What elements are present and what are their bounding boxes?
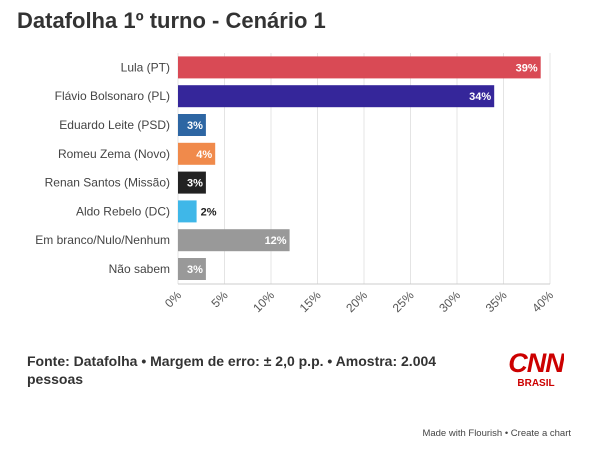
category-label: Em branco/Nulo/Nenhum xyxy=(35,233,170,247)
bar xyxy=(178,171,206,194)
bar xyxy=(178,229,290,252)
x-tick-label: 25% xyxy=(390,288,417,315)
x-tick-label: 20% xyxy=(343,288,370,315)
category-label: Aldo Rebelo (DC) xyxy=(76,204,170,218)
x-tick-label: 0% xyxy=(162,288,184,310)
x-tick-label: 40% xyxy=(529,288,556,315)
category-label: Flávio Bolsonaro (PL) xyxy=(55,89,170,103)
source-note: Fonte: Datafolha • Margem de erro: ± 2,0… xyxy=(27,353,437,387)
bar xyxy=(178,85,495,108)
category-label: Eduardo Leite (PSD) xyxy=(59,118,170,132)
x-tick-label: 15% xyxy=(297,288,324,315)
credit-separator: • xyxy=(502,428,511,439)
data-label: 4% xyxy=(196,149,212,161)
category-label: Renan Santos (Missão) xyxy=(45,176,170,190)
category-label: Lula (PT) xyxy=(121,60,170,74)
x-tick-label: 35% xyxy=(483,288,510,315)
bar xyxy=(178,258,206,280)
bar xyxy=(178,142,216,165)
bar xyxy=(178,56,541,79)
data-label: 3% xyxy=(187,120,203,132)
data-label: 2% xyxy=(201,206,217,218)
made-with-flourish-link[interactable]: Made with Flourish xyxy=(422,428,503,439)
bar xyxy=(178,114,206,136)
x-tick-label: 10% xyxy=(250,288,277,315)
flourish-credit: Made with Flourish • Create a chart xyxy=(422,428,571,439)
create-chart-link[interactable]: Create a chart xyxy=(510,428,571,439)
cnn-brasil-logo: CNN BRASIL xyxy=(508,348,564,389)
x-tick-label: 5% xyxy=(208,288,230,310)
data-label: 3% xyxy=(187,178,203,190)
data-label: 39% xyxy=(516,62,538,74)
x-tick-label: 30% xyxy=(436,288,463,315)
bar-chart: 0% 5% 10% 15% 20% 25% 30% 35% 40% Lula (PT) 39% Flá… xyxy=(35,53,556,315)
brasil-logo-text: BRASIL xyxy=(517,378,554,389)
category-label: Romeu Zema (Novo) xyxy=(58,147,170,161)
data-label: 3% xyxy=(187,264,203,276)
data-label: 34% xyxy=(469,91,491,103)
data-label: 12% xyxy=(265,235,287,247)
chart-title: Datafolha 1º turno - Cenário 1 xyxy=(17,8,326,33)
bar xyxy=(178,200,197,223)
category-label: Não sabem xyxy=(109,262,170,276)
cnn-logo-text: CNN xyxy=(508,348,564,378)
